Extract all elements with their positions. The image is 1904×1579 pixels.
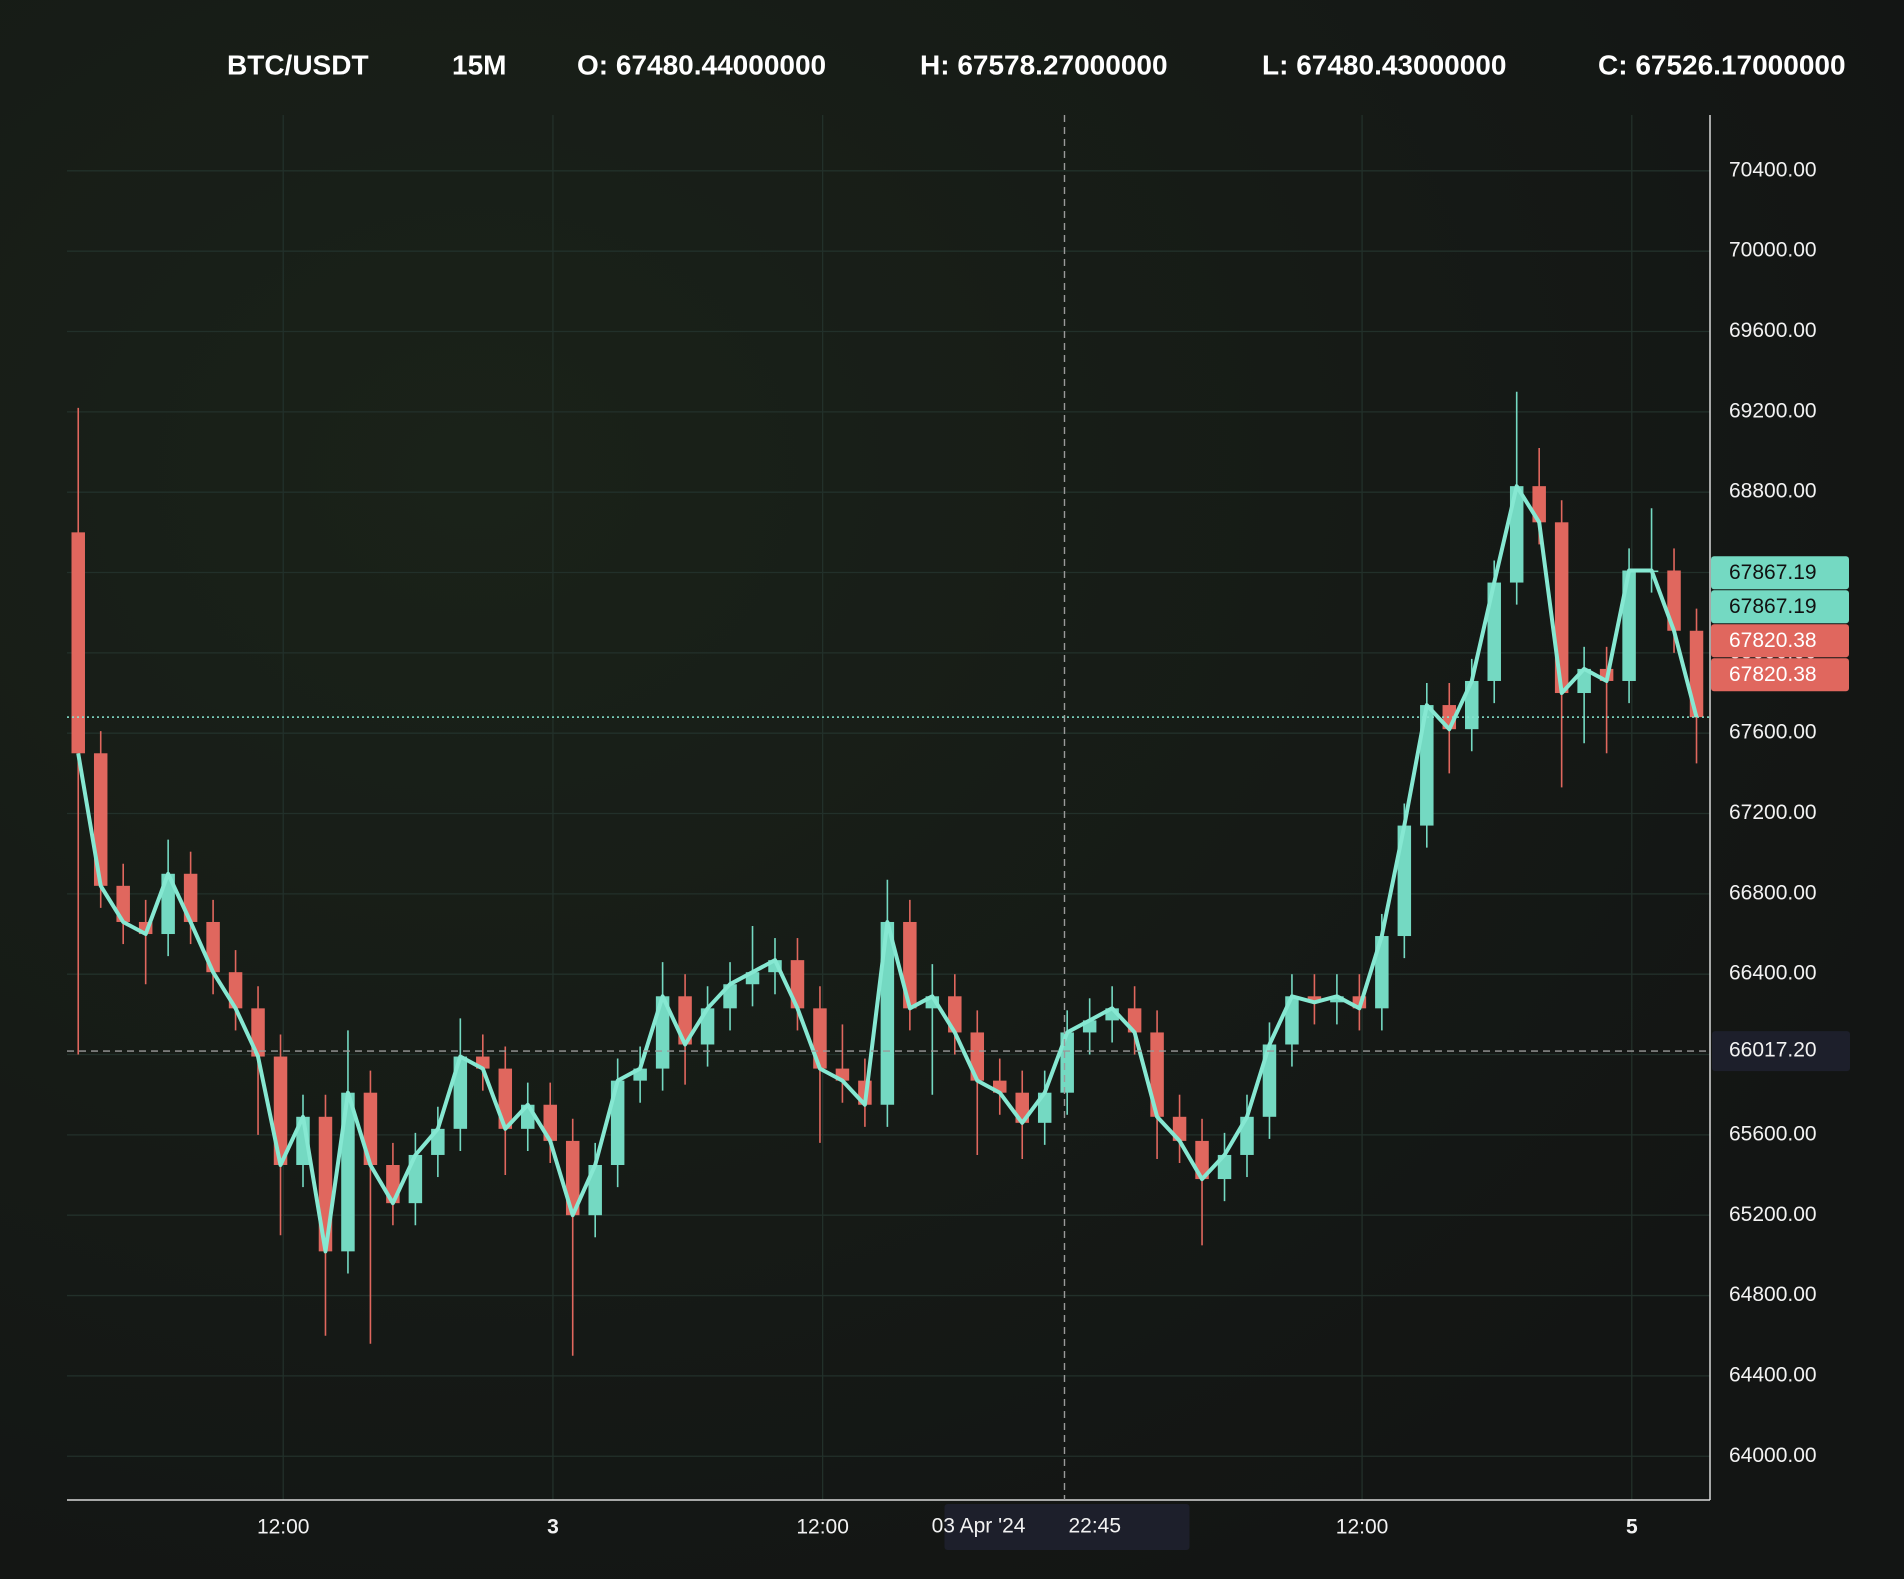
y-tick-label: 70000.00 bbox=[1729, 239, 1817, 262]
y-tick-label: 64400.00 bbox=[1729, 1363, 1817, 1386]
price-badge-label: 67867.19 bbox=[1729, 595, 1817, 618]
candle-body bbox=[1330, 996, 1344, 1003]
y-tick-label: 64800.00 bbox=[1729, 1283, 1817, 1306]
header-item: H: 67578.27000000 bbox=[920, 49, 1168, 80]
y-tick-label: 67600.00 bbox=[1729, 721, 1817, 744]
candle-body bbox=[1554, 522, 1569, 694]
candle-body bbox=[363, 1092, 378, 1165]
x-tick-label: 12:00 bbox=[796, 1516, 849, 1539]
candle-body bbox=[408, 1154, 423, 1204]
x-tick-label: 12:00 bbox=[257, 1516, 310, 1539]
candle-body bbox=[251, 1008, 265, 1057]
price-badge bbox=[1711, 624, 1849, 658]
candle-body bbox=[1420, 705, 1434, 826]
price-badge bbox=[1711, 658, 1849, 692]
candle-body bbox=[1285, 996, 1299, 1045]
candle-body bbox=[880, 921, 895, 1105]
x-tick-label: 3 bbox=[547, 1516, 559, 1539]
y-tick-label: 69600.00 bbox=[1729, 319, 1817, 342]
y-tick-label: 66400.00 bbox=[1729, 962, 1817, 985]
candle-body bbox=[93, 753, 108, 886]
header-item: C: 67526.17000000 bbox=[1598, 49, 1846, 80]
header-item: BTC/USDT bbox=[227, 49, 369, 80]
header-item: O: 67480.44000000 bbox=[577, 49, 826, 80]
y-tick-label: 65200.00 bbox=[1729, 1203, 1817, 1226]
candle-body bbox=[1375, 936, 1389, 1009]
candle-body bbox=[273, 1056, 288, 1165]
candle-body bbox=[903, 921, 917, 1009]
candle-body bbox=[161, 873, 175, 935]
crosshair-y-box bbox=[1712, 1031, 1850, 1072]
candle-body bbox=[183, 873, 198, 922]
candle-body bbox=[610, 1080, 625, 1165]
price-badge-label: 67867.19 bbox=[1729, 561, 1817, 584]
candle-body bbox=[71, 532, 85, 754]
y-tick-label: 69200.00 bbox=[1729, 399, 1817, 422]
x-tick-label: 5 bbox=[1626, 1516, 1638, 1539]
candle-body bbox=[1667, 570, 1681, 631]
close-line bbox=[76, 484, 1699, 1254]
price-badge bbox=[1711, 556, 1849, 590]
candle-body bbox=[1307, 996, 1322, 1003]
candle-body bbox=[1262, 1044, 1277, 1117]
crosshair-x-box bbox=[944, 1504, 1190, 1550]
crosshair-y-label: 66017.20 bbox=[1729, 1039, 1817, 1062]
candle-body bbox=[1487, 582, 1501, 681]
candle-body bbox=[678, 996, 692, 1045]
candle-body bbox=[588, 1164, 602, 1216]
candle-body bbox=[1509, 486, 1524, 583]
price-badge bbox=[1711, 590, 1849, 624]
x-tick-label: 12:00 bbox=[1336, 1516, 1389, 1539]
candle-body bbox=[498, 1068, 513, 1129]
candle-body bbox=[1397, 825, 1412, 937]
y-tick-label: 68800.00 bbox=[1729, 480, 1817, 503]
y-tick-label: 66800.00 bbox=[1729, 881, 1817, 904]
candle-body bbox=[565, 1140, 580, 1216]
header-item: L: 67480.43000000 bbox=[1262, 49, 1506, 80]
candle-body bbox=[341, 1092, 355, 1252]
candle-body bbox=[453, 1056, 468, 1129]
candle-body bbox=[1622, 570, 1636, 681]
y-tick-label: 70400.00 bbox=[1729, 158, 1817, 181]
candle-body bbox=[1689, 630, 1704, 718]
crosshair-date: 03 Apr '24 bbox=[932, 1515, 1026, 1538]
header-item: 15M bbox=[452, 49, 506, 80]
y-tick-label: 65600.00 bbox=[1729, 1122, 1817, 1145]
candle-body bbox=[970, 1032, 985, 1081]
price-badge-label: 67820.38 bbox=[1729, 663, 1817, 686]
price-badge-label: 67820.38 bbox=[1729, 629, 1817, 652]
crosshair-time: 22:45 bbox=[1068, 1515, 1121, 1538]
candle-body bbox=[1150, 1032, 1164, 1117]
y-tick-label: 64000.00 bbox=[1729, 1444, 1817, 1467]
candle-body bbox=[206, 921, 220, 973]
candle-body bbox=[813, 1008, 827, 1069]
y-tick-label: 67200.00 bbox=[1729, 801, 1817, 824]
